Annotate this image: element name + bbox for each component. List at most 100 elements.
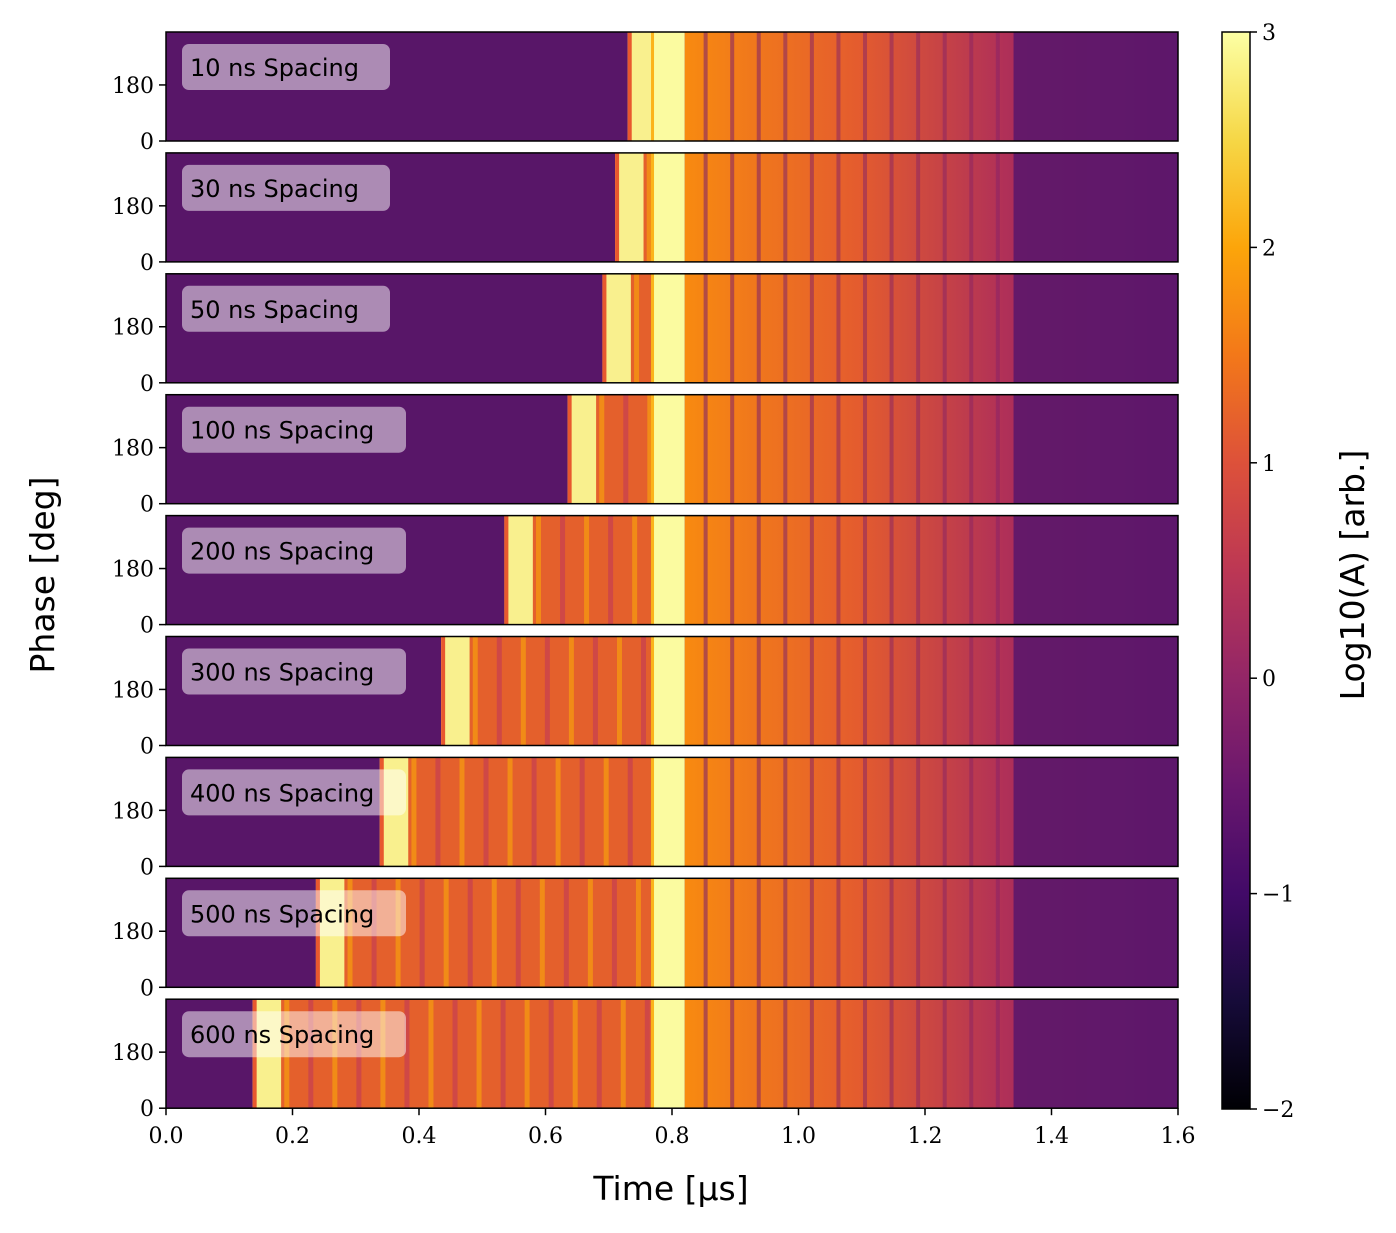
- heatmap-panel: 0 180 500 ns Spacing: [112, 877, 1179, 1001]
- second-pulse: [653, 757, 685, 867]
- decay-stripe: [863, 152, 868, 262]
- ringing-stripe: [483, 757, 489, 867]
- ringing-stripe: [428, 999, 434, 1109]
- noise-floor: [1013, 878, 1178, 988]
- panel-frame: [165, 756, 1179, 868]
- y-tick-label: 180: [112, 558, 154, 583]
- decay-stripe: [809, 636, 814, 746]
- y-tick-label: 180: [112, 799, 154, 824]
- decay-stripe: [995, 878, 1000, 988]
- panel-label-text: 400 ns Spacing: [190, 779, 374, 807]
- ringing-stripe: [459, 757, 465, 867]
- decay-stripe: [703, 152, 708, 262]
- y-tick-label: 0: [140, 251, 154, 276]
- ringing-stripe: [587, 878, 593, 988]
- panel-label-box: [182, 890, 406, 937]
- decay-stripe: [836, 999, 841, 1109]
- decay-stripe: [703, 878, 708, 988]
- decay-stripe: [863, 394, 868, 504]
- decay-stripe: [703, 999, 708, 1109]
- y-tick-label: 0: [140, 855, 154, 880]
- second-pulse: [653, 515, 685, 625]
- ringing-stripe: [644, 999, 650, 1109]
- decay-stripe: [783, 878, 788, 988]
- ringing-stripe: [472, 636, 478, 746]
- ringing-stripe: [435, 757, 441, 867]
- second-pulse-edge: [651, 636, 655, 746]
- colorbar-tick-label: 2: [1262, 236, 1276, 261]
- panel-label-box: [182, 44, 390, 90]
- decay-stripe: [969, 878, 974, 988]
- decay-stripe: [783, 394, 788, 504]
- noise-floor: [1013, 757, 1178, 867]
- panel-label: 100 ns Spacing: [182, 406, 406, 453]
- decay-stripe: [703, 394, 708, 504]
- ringing-stripe: [531, 757, 537, 867]
- decay-stripe: [703, 32, 708, 141]
- decay-stripe: [995, 32, 1000, 141]
- decay-stripe: [809, 878, 814, 988]
- ringing-stripe: [507, 757, 513, 867]
- decay-stripe: [889, 152, 894, 262]
- decay-stripe: [836, 757, 841, 867]
- decay-stripe: [916, 32, 921, 141]
- decay-stripe: [889, 878, 894, 988]
- decay-stripe: [756, 273, 761, 383]
- decay-stripe: [969, 636, 974, 746]
- first-pulse-edge: [627, 32, 632, 141]
- panel-label-box: [182, 648, 406, 695]
- heatmap-panel: 0 180 10 ns Spacing: [112, 31, 1179, 155]
- decay-stripe: [916, 636, 921, 746]
- decay-stripe: [995, 152, 1000, 262]
- panel-frame: [165, 31, 1179, 142]
- x-tick-label: 1.2: [908, 1124, 943, 1149]
- decay-stripe: [916, 999, 921, 1109]
- x-tick-label: 0.8: [655, 1124, 690, 1149]
- ringing-stripe: [635, 878, 641, 988]
- decay-stripe: [889, 273, 894, 383]
- decay-stripe: [889, 999, 894, 1109]
- ringing-stripe: [524, 999, 530, 1109]
- panel-label: 200 ns Spacing: [182, 527, 406, 574]
- ringing-stripe: [443, 878, 449, 988]
- colorbar-tick-label: 1: [1262, 452, 1276, 477]
- ringing-stripe: [603, 757, 609, 867]
- decay-stripe: [809, 999, 814, 1109]
- decay-stripe: [942, 152, 947, 262]
- first-pulse: [615, 152, 644, 262]
- decay-stripe: [756, 757, 761, 867]
- ringing-stripe: [520, 636, 526, 746]
- decay-stripe: [783, 273, 788, 383]
- y-tick-label: 0: [140, 372, 154, 397]
- first-pulse-edge: [615, 152, 620, 262]
- decay-stripe: [703, 757, 708, 867]
- x-tick-label: 0.6: [528, 1124, 563, 1149]
- heatmap-panel: 0 180 100 ns Spacing: [112, 393, 1179, 518]
- decay-stripe: [916, 515, 921, 625]
- decay-stripe: [863, 515, 868, 625]
- colorbar-tick-label: 0: [1262, 667, 1276, 692]
- decay-stripe: [783, 636, 788, 746]
- decay-stripe: [863, 273, 868, 383]
- decay-stripe: [995, 273, 1000, 383]
- decay-stripe: [703, 636, 708, 746]
- decay-stripe: [863, 32, 868, 141]
- ringing-stripe: [467, 878, 473, 988]
- decay-stripe: [836, 32, 841, 141]
- colorbar-tick-label: −2: [1262, 1098, 1294, 1123]
- decay-stripe: [730, 515, 735, 625]
- noise-floor: [1013, 273, 1178, 383]
- decay-stripe: [916, 757, 921, 867]
- decay-stripe: [703, 515, 708, 625]
- second-pulse-edge: [651, 32, 655, 141]
- first-pulse: [602, 273, 631, 383]
- decay-stripe: [809, 152, 814, 262]
- decay-stripe: [942, 636, 947, 746]
- decay-stripe: [969, 32, 974, 141]
- ringing-stripe: [599, 394, 605, 504]
- y-tick-label: 0: [140, 1097, 154, 1122]
- decay-stripe: [756, 878, 761, 988]
- ringing-stripe: [623, 394, 629, 504]
- decay-stripe: [809, 757, 814, 867]
- decay-stripe: [783, 152, 788, 262]
